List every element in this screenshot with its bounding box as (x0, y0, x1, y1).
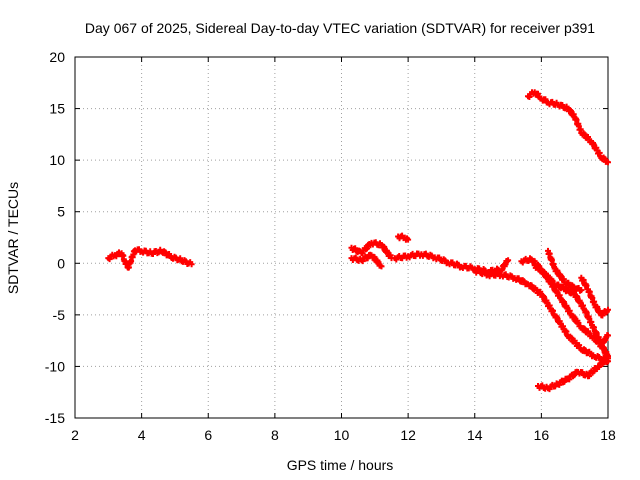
x-tick-label: 10 (334, 427, 350, 443)
data-point-markers (525, 89, 611, 166)
x-tick-label: 12 (400, 427, 416, 443)
x-tick-label: 16 (534, 427, 550, 443)
series-arc-high (525, 89, 611, 166)
y-tick-label: 20 (49, 49, 65, 65)
chart-title: Day 067 of 2025, Sidereal Day-to-day VTE… (85, 20, 595, 36)
x-tick-label: 14 (467, 427, 483, 443)
y-tick-label: 15 (49, 101, 65, 117)
series-arc-mid-b (348, 251, 385, 270)
data-point-markers (105, 246, 195, 271)
data-point-markers (598, 332, 611, 350)
data-point-markers (535, 355, 611, 393)
data-point-markers (578, 274, 611, 319)
y-tick-label: -5 (53, 307, 66, 323)
series-arc-early (105, 246, 195, 271)
series-arc-main-lower (471, 267, 611, 366)
x-tick-label: 2 (71, 427, 79, 443)
series-arc-low (535, 355, 611, 393)
data-point-markers (348, 251, 385, 270)
data-point-markers (348, 239, 395, 262)
x-axis-label: GPS time / hours (287, 457, 394, 473)
y-tick-label: 5 (57, 204, 65, 220)
series-arc-end (598, 332, 611, 350)
x-tick-label: 18 (600, 427, 616, 443)
y-tick-label: 0 (57, 255, 65, 271)
y-tick-label: 10 (49, 152, 65, 168)
y-tick-label: -15 (45, 410, 65, 426)
series-arc-mid-c (395, 232, 412, 243)
y-tick-label: -10 (45, 358, 65, 374)
x-tick-label: 8 (271, 427, 279, 443)
data-point-markers (545, 247, 585, 294)
data-series (105, 89, 611, 393)
series-arc-late-c (545, 247, 585, 294)
data-point-markers (395, 232, 412, 243)
data-point-markers (471, 267, 611, 366)
y-axis-label: SDTVAR / TECUs (5, 182, 21, 294)
series-arc-late-d (578, 274, 611, 319)
series-arc-mid-a (348, 239, 395, 262)
x-tick-label: 6 (204, 427, 212, 443)
axis-ticks: 2 4 6 8 10 12 14 16 18 -15 -10 -5 0 5 10 15 20 (45, 49, 616, 443)
x-tick-label: 4 (138, 427, 146, 443)
grid (75, 57, 608, 418)
